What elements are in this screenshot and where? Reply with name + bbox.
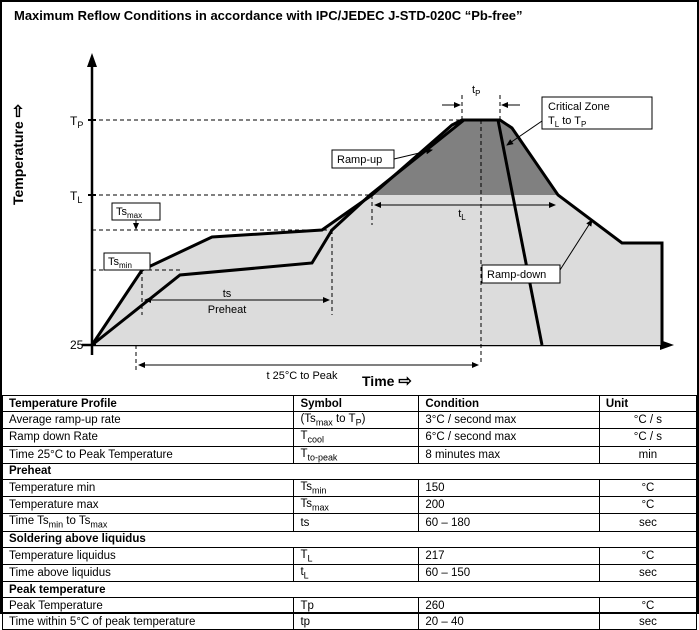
y-axis-label: Temperature ⇨: [8, 104, 28, 205]
table-row: Time within 5°C of peak temperature tp 2…: [3, 614, 697, 630]
table-row: Time above liquidus tL 60 – 150 sec: [3, 565, 697, 582]
x-axis-label: Time ⇨: [362, 371, 412, 391]
table-row: Average ramp-up rate (Tsmax to TP) 3°C /…: [3, 412, 697, 429]
section-peak: Peak temperature: [3, 582, 697, 598]
critical-zone-text1: Critical Zone: [548, 101, 610, 113]
chart-svg: TP TL 25 tP Critical Zone TL to TP Ramp-…: [2, 25, 699, 395]
table-row: Time 25°C to Peak Temperature Tto-peak 8…: [3, 446, 697, 463]
preheat-text: Preheat: [208, 304, 247, 316]
th-profile: Temperature Profile: [3, 396, 294, 412]
table-row: Peak Temperature Tp 260 °C: [3, 598, 697, 614]
ytick-tl: TL: [70, 189, 82, 205]
ts-text: ts: [223, 288, 232, 300]
table-row: Ramp down Rate Tcool 6°C / second max °C…: [3, 429, 697, 446]
table-row: Temperature liquidus TL 217 °C: [3, 547, 697, 564]
table-row: Temperature max Tsmax 200 °C: [3, 497, 697, 514]
y-axis-arrow-icon: [87, 53, 97, 67]
ramp-down-text: Ramp-down: [487, 269, 546, 281]
right-arrow-icon: ⇨: [398, 373, 411, 390]
reflow-chart: TP TL 25 tP Critical Zone TL to TP Ramp-…: [2, 25, 697, 395]
section-preheat: Preheat: [3, 463, 697, 479]
up-arrow-icon: ⇨: [10, 104, 27, 117]
doc-title: Maximum Reflow Conditions in accordance …: [2, 2, 697, 25]
table-row: Temperature min Tsmin 150 °C: [3, 479, 697, 496]
table-header-row: Temperature Profile Symbol Condition Uni…: [3, 396, 697, 412]
th-unit: Unit: [599, 396, 696, 412]
ytick-25: 25: [70, 338, 84, 352]
label-tp-small: tP: [472, 84, 480, 98]
ramp-up-text: Ramp-up: [337, 154, 382, 166]
ytick-tp: TP: [70, 114, 83, 130]
document-frame: Maximum Reflow Conditions in accordance …: [0, 0, 699, 614]
profile-table: Temperature Profile Symbol Condition Uni…: [2, 395, 697, 630]
critical-zone-text2: TL to TP: [548, 115, 586, 129]
t25peak-text: t 25°C to Peak: [266, 370, 338, 382]
th-symbol: Symbol: [294, 396, 419, 412]
table-row: Time Tsmin to Tsmax ts 60 – 180 sec: [3, 514, 697, 531]
th-condition: Condition: [419, 396, 599, 412]
section-solder: Soldering above liquidus: [3, 531, 697, 547]
